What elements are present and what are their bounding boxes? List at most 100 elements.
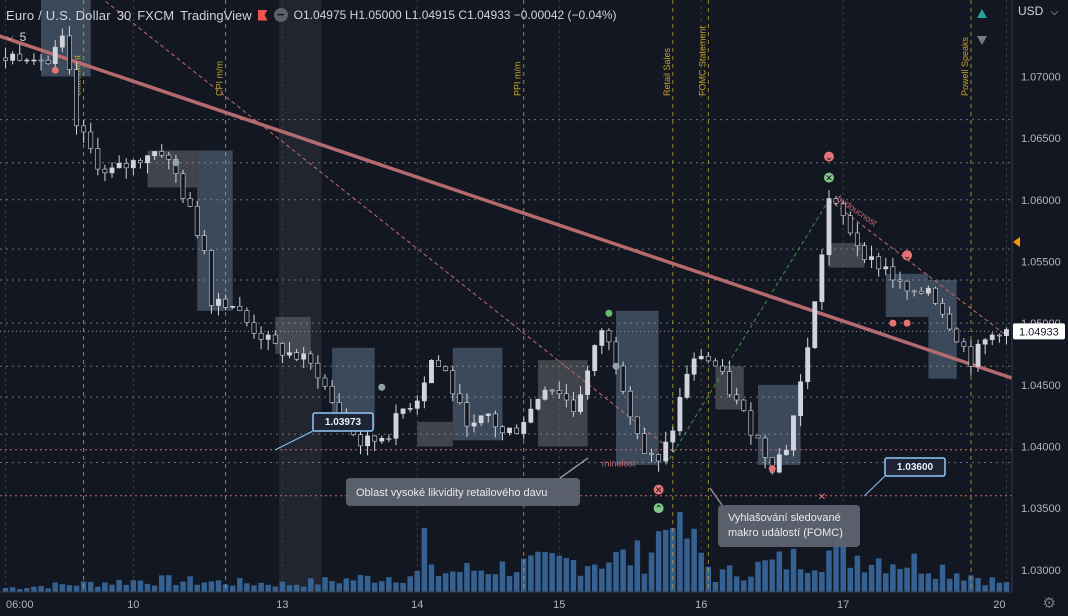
- volume-bar: [861, 572, 868, 592]
- volume-bar: [542, 552, 548, 592]
- candle-body: [677, 397, 683, 432]
- main-trendline[interactable]: [0, 33, 1015, 381]
- time-axis[interactable]: 06:00 10 13 14 15 16 17 20: [0, 591, 1068, 616]
- flag-icon[interactable]: [257, 9, 268, 21]
- price-axis[interactable]: 1.070001.065001.060001.055001.050001.045…: [1011, 0, 1068, 616]
- fomc-callout-pointer: [709, 487, 723, 506]
- range-box: [828, 242, 865, 268]
- alert-marker-icon[interactable]: [1013, 237, 1020, 247]
- fomc-callout-line1: Vyhlašování sledované: [728, 512, 841, 524]
- candle-body: [208, 250, 214, 306]
- volume-bar: [996, 582, 1003, 592]
- candle-body: [933, 287, 938, 304]
- liquidity-callout-box: [346, 478, 580, 506]
- candle-body: [606, 330, 612, 343]
- event-label: Powell Speaks: [960, 36, 970, 96]
- main-trendline-line[interactable]: [0, 33, 1015, 381]
- candle-body: [443, 366, 449, 371]
- interval-label[interactable]: 30: [116, 7, 132, 23]
- candle-body: [81, 125, 87, 133]
- arrow-down-icon[interactable]: [977, 36, 987, 45]
- candle-body: [3, 57, 8, 61]
- candle-body: [102, 168, 108, 174]
- candle-body: [734, 394, 740, 401]
- candle-body: [329, 385, 335, 403]
- candle-body: [876, 256, 882, 270]
- candle-body: [407, 408, 413, 410]
- candle-body: [223, 298, 229, 308]
- currency-label: USD: [1018, 4, 1044, 18]
- dashed-trendline: [103, 0, 674, 452]
- volume-bar: [748, 576, 754, 592]
- candle-body: [485, 413, 491, 416]
- volume-bar: [237, 578, 243, 592]
- event-label: Retail Sales: [662, 47, 672, 96]
- signal-dot: [605, 309, 613, 317]
- signal-dot: [378, 383, 386, 391]
- minulost-label: minulost: [602, 459, 636, 469]
- candle-body: [201, 235, 207, 251]
- volume-bar: [492, 574, 499, 592]
- candle-body: [237, 305, 243, 311]
- candle-body: [109, 167, 115, 174]
- candle-body: [471, 422, 477, 427]
- volume-bar: [790, 548, 797, 592]
- candle-body: [755, 434, 761, 439]
- last-price-tag[interactable]: [1013, 323, 1065, 340]
- volume-bar: [620, 549, 626, 592]
- candle-body: [216, 298, 221, 306]
- dashed-trendlines: [103, 0, 1007, 466]
- chevron-down-icon: ⌵: [1050, 7, 1059, 18]
- candle-body: [911, 290, 917, 293]
- volume-bar: [109, 584, 115, 592]
- candle-body: [500, 426, 505, 434]
- candle-body: [287, 352, 292, 356]
- volume-bar: [350, 580, 357, 592]
- candle-body: [145, 155, 150, 164]
- candle-body: [173, 158, 179, 174]
- close-icon: ✕: [818, 492, 826, 503]
- arrow-up-icon[interactable]: [977, 9, 987, 18]
- gear-icon[interactable]: ⚙: [1042, 595, 1056, 612]
- candle-body: [123, 163, 129, 169]
- candle-body: [130, 160, 136, 169]
- candle-body: [663, 441, 669, 462]
- chevron-down-icon-glyph: ⌄: [903, 252, 911, 262]
- volume-bar: [946, 578, 953, 592]
- volume-bar: [584, 566, 591, 592]
- candle-body: [556, 390, 562, 395]
- volume-bar: [655, 531, 662, 592]
- volume-bars: [2, 512, 1010, 592]
- time-tick-label: 06:00: [6, 599, 34, 611]
- volume-bar: [1003, 582, 1010, 592]
- candle-body: [776, 454, 782, 473]
- symbol-title[interactable]: Euro / U.S. Dollar: [6, 7, 111, 23]
- signal-dot: [51, 66, 59, 74]
- chevron-down-icon[interactable]: ⌵: [6, 31, 14, 43]
- candle-body: [45, 60, 51, 65]
- dotted-levels: [0, 119, 1012, 497]
- volume-bar: [691, 528, 697, 592]
- time-tick-label: 17: [837, 599, 849, 611]
- chart-header: Euro / U.S. Dollar 30 FXCM TradingView −…: [6, 6, 617, 24]
- indicators-toggle[interactable]: ⌵ 5: [6, 30, 26, 44]
- volume-bar: [875, 558, 882, 592]
- minus-icon[interactable]: −: [273, 8, 288, 22]
- candle-body: [542, 389, 548, 400]
- candle-body: [571, 399, 576, 412]
- currency-selector[interactable]: USD ⌵: [1018, 4, 1062, 18]
- candle-body: [649, 453, 654, 455]
- volume-bar: [520, 558, 527, 592]
- candle-body: [528, 408, 534, 423]
- volume-bar: [151, 585, 158, 592]
- candle-body: [315, 362, 321, 379]
- candle-body: [187, 198, 193, 207]
- price-tick-label: 1.04500: [1021, 380, 1061, 392]
- candle-body: [947, 313, 953, 330]
- volume-bar: [343, 578, 350, 592]
- volume-bar: [499, 561, 506, 592]
- volume-bar: [24, 588, 30, 592]
- candle-body: [840, 202, 846, 217]
- candle-body: [578, 394, 583, 412]
